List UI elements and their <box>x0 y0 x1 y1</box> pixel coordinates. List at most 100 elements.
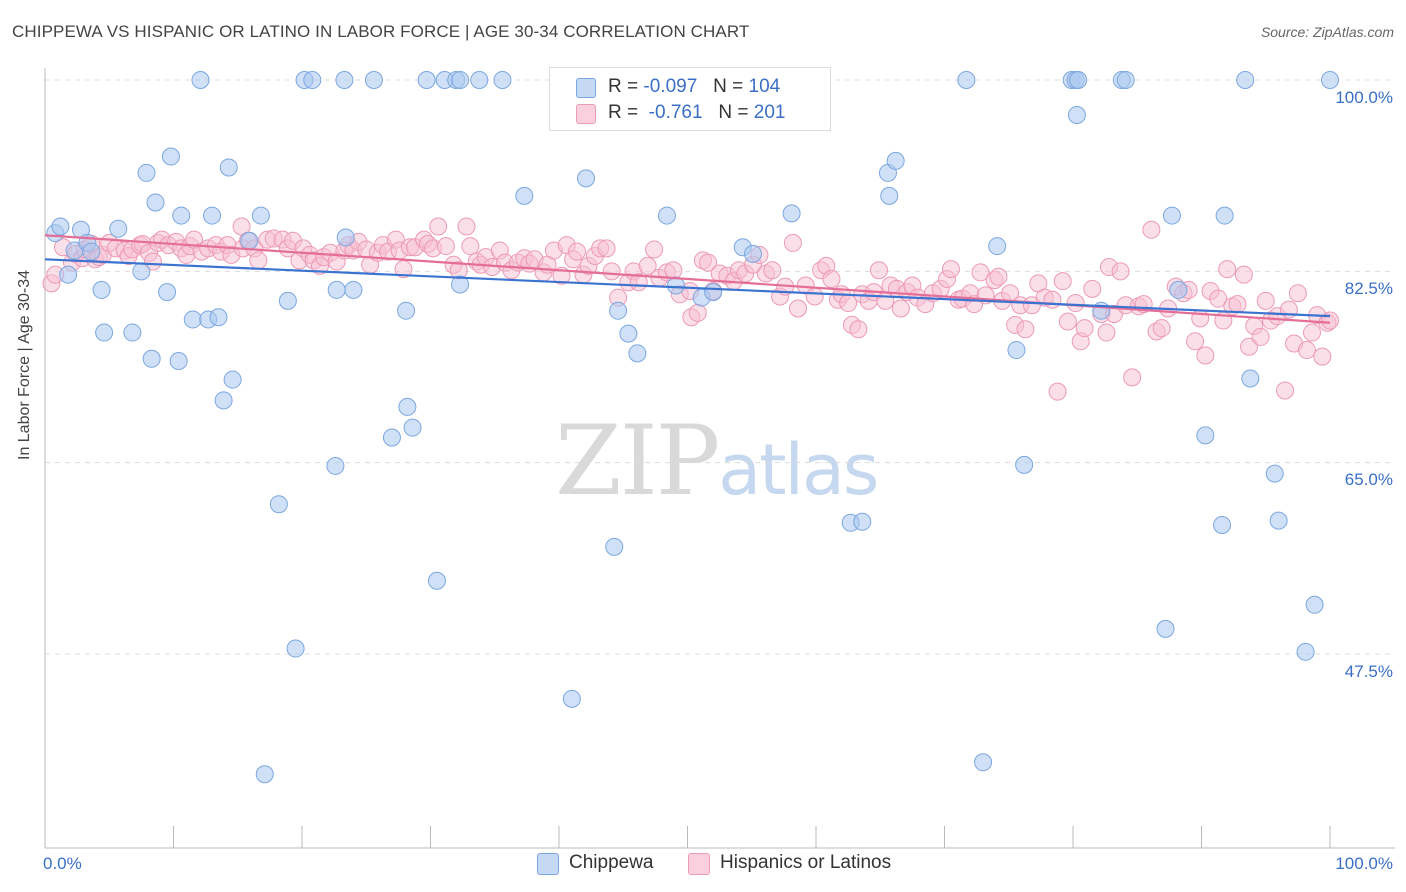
chippewa-point <box>417 71 436 89</box>
chippewa-point <box>493 71 512 89</box>
chippewa-legend-swatch <box>537 853 559 875</box>
chippewa-point <box>605 537 624 556</box>
chippewa-point <box>123 323 142 342</box>
chippewa-point <box>1156 619 1175 638</box>
hispanic-legend-label: Hispanics or Latinos <box>720 852 892 873</box>
tick-labels: 100.0% 82.5% 65.0% 47.5% 0.0% 100.0% <box>43 88 1393 873</box>
chippewa-point <box>704 283 723 302</box>
hispanic-point <box>1321 311 1339 330</box>
chippewa-point <box>1296 642 1315 661</box>
chippewa-point <box>853 512 872 531</box>
x-tick-label: 100.0% <box>1335 854 1393 873</box>
source-label: Source: ZipAtlas.com <box>1260 24 1394 40</box>
chippewa-point <box>562 689 581 708</box>
hispanic-point <box>1251 327 1270 346</box>
hispanic-point <box>1218 260 1237 279</box>
chippewa-point <box>1162 206 1181 225</box>
chippewa-point <box>169 351 188 370</box>
hispanic-point <box>1048 382 1067 401</box>
legend-row-hispanic-text: R = -0.761 N = 201 <box>608 102 785 124</box>
hispanic-point <box>1043 290 1062 309</box>
chippewa-point <box>219 158 238 177</box>
chippewa-point <box>1265 464 1284 483</box>
chippewa-point <box>427 571 446 590</box>
chippewa-point <box>398 397 417 416</box>
chippewa-point <box>1015 455 1034 474</box>
hispanic-point <box>849 320 868 339</box>
hispanic-point <box>1196 346 1215 365</box>
hispanic-point <box>941 260 960 279</box>
chippewa-point <box>744 244 763 263</box>
chippewa-point <box>1269 511 1288 530</box>
chippewa-point <box>161 147 180 166</box>
hispanic-point <box>1053 272 1072 291</box>
chippewa-point <box>142 349 161 368</box>
hispanic-point <box>1256 291 1275 310</box>
chippewa-point <box>158 283 177 302</box>
y-tick-label: 82.5% <box>1345 279 1393 298</box>
hispanic-point <box>1276 381 1295 400</box>
hispanic-point <box>249 251 268 270</box>
hispanic-point <box>457 217 476 236</box>
hispanic-point <box>1303 323 1322 342</box>
hispanic-point <box>567 242 586 261</box>
hispanic-point <box>1228 295 1247 314</box>
chippewa-point <box>403 418 422 437</box>
chippewa-point <box>1169 280 1188 299</box>
n-label: N = <box>718 102 749 123</box>
chippewa-point <box>336 228 355 247</box>
hispanic-point <box>664 261 683 280</box>
hispanic-point <box>1142 220 1161 239</box>
chippewa-point <box>146 193 165 212</box>
chippewa-point <box>95 323 114 342</box>
chippewa-point <box>51 217 70 236</box>
hispanic-point <box>989 267 1008 286</box>
watermark-zip: ZIP <box>555 405 720 517</box>
hispanic-point <box>822 269 841 288</box>
hispanic-point <box>805 287 824 306</box>
chippewa-point <box>397 301 416 320</box>
chippewa-point <box>1241 369 1260 388</box>
chippewa-point <box>203 206 222 225</box>
chippewa-point <box>782 204 801 223</box>
hispanic-point <box>436 237 455 256</box>
chippewa-point <box>576 169 595 188</box>
hispanic-point <box>1058 312 1077 331</box>
hispanic-point <box>645 240 664 259</box>
r-value: -0.097 <box>643 76 698 97</box>
chippewa-point <box>382 428 401 447</box>
hispanic-point <box>1016 320 1035 339</box>
hispanic-point <box>1083 279 1102 298</box>
chippewa-point <box>451 71 470 89</box>
hispanic-trend-line <box>44 234 1331 324</box>
hispanic-point <box>783 233 802 252</box>
hispanic-point <box>1313 347 1332 366</box>
chippewa-point <box>957 71 976 89</box>
chippewa-point <box>988 237 1007 256</box>
chippewa-point <box>269 495 288 514</box>
r-label: R = <box>608 76 639 97</box>
chippewa-point <box>628 344 647 363</box>
chippewa-point <box>327 280 346 299</box>
chippewa-legend-label: Chippewa <box>569 852 654 873</box>
chippewa-point <box>1305 595 1324 614</box>
chippewa-point <box>209 308 228 327</box>
hispanic-point <box>1234 265 1253 284</box>
chippewa-point <box>183 310 202 329</box>
hispanic-point <box>688 303 707 322</box>
chippewa-point <box>1215 206 1234 225</box>
chippewa-point <box>82 242 101 261</box>
chippewa-point <box>974 753 993 772</box>
chippewa-point <box>1321 71 1339 89</box>
chippewa-point <box>470 71 489 89</box>
chippewa-point <box>214 391 233 410</box>
hispanic-point <box>1240 337 1259 356</box>
grid-layer <box>45 79 1395 655</box>
chippewa-point <box>515 186 534 205</box>
chart-title: CHIPPEWA VS HISPANIC OR LATINO IN LABOR … <box>12 22 750 41</box>
hispanic-legend-swatch <box>688 853 710 875</box>
chippewa-point <box>223 370 242 389</box>
y-tick-label: 65.0% <box>1345 470 1393 489</box>
hispanic-point <box>891 299 910 318</box>
n-value: 201 <box>753 102 786 123</box>
